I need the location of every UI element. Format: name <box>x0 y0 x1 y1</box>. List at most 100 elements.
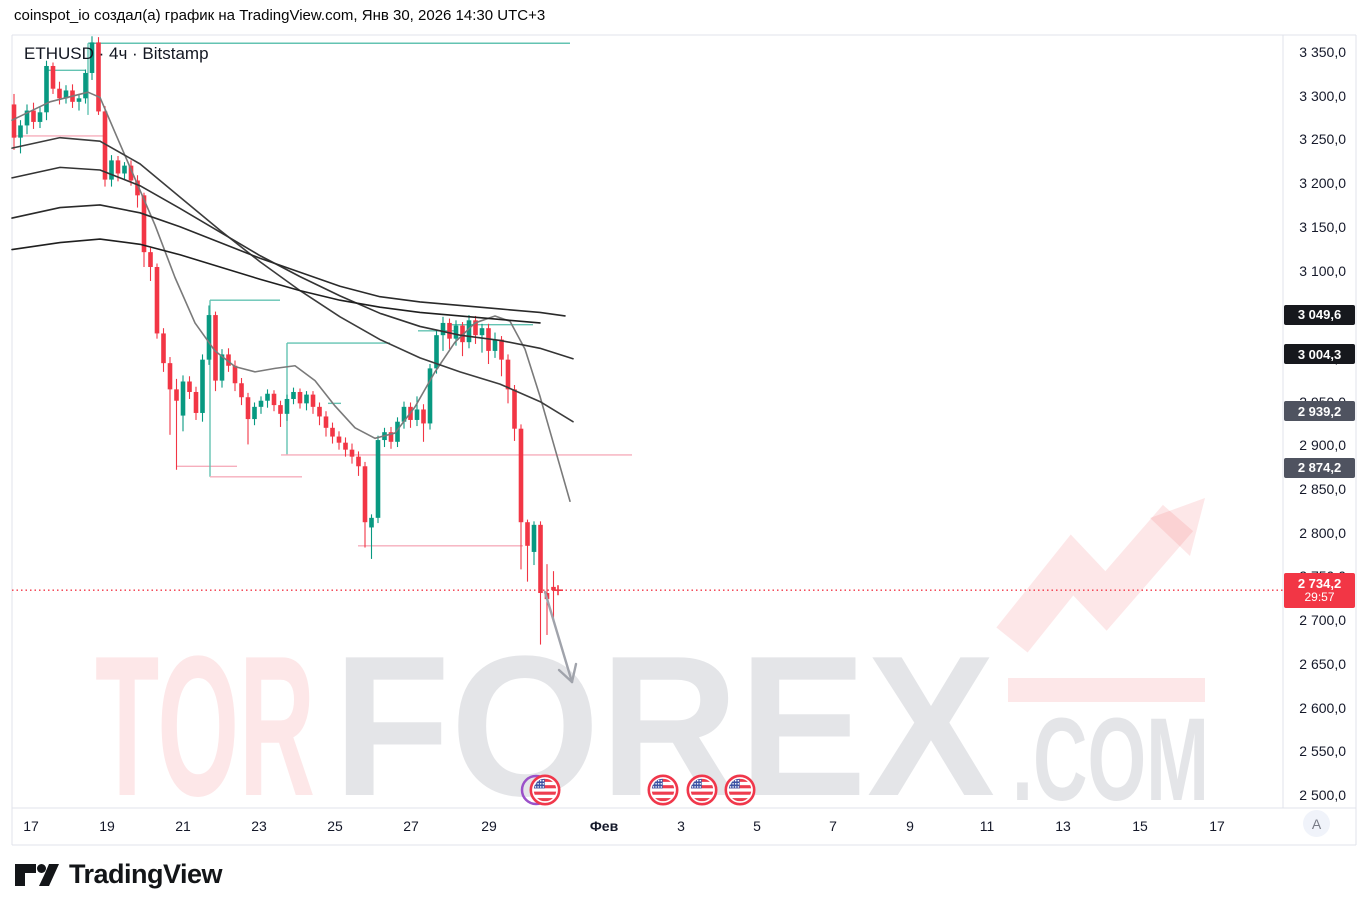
watermark-text-com: .COM <box>1012 694 1209 826</box>
us-flag-icon[interactable] <box>647 774 679 806</box>
candle-down <box>505 359 511 390</box>
arrow-annotation[interactable] <box>543 590 578 684</box>
moving-averages-group <box>11 91 574 503</box>
time-tick-label: 7 <box>829 818 837 834</box>
candle-up <box>284 398 290 414</box>
ma-3-line <box>11 166 574 360</box>
axis-collapse-button[interactable]: A <box>1303 810 1330 837</box>
indicator-price-tag: 2 939,2 <box>1284 401 1355 422</box>
price-tick-label: 2 600,0 <box>1299 699 1346 716</box>
candle-up <box>479 328 485 336</box>
candle-down <box>239 383 244 398</box>
candle-down <box>297 391 303 404</box>
candle-up <box>434 335 439 369</box>
price-tick-label: 2 850,0 <box>1299 481 1346 497</box>
time-tick-label: 9 <box>906 818 914 834</box>
candle-down <box>330 427 335 437</box>
candlesticks-group <box>11 36 556 645</box>
candle-up <box>531 524 537 552</box>
candle-down <box>525 522 530 546</box>
time-tick-label: 29 <box>481 818 497 834</box>
candle-down <box>193 391 199 413</box>
candle-up <box>440 322 446 336</box>
candle-up <box>89 42 95 73</box>
candle-down <box>271 393 277 406</box>
candle-down <box>310 394 316 407</box>
us-flag-icon[interactable] <box>686 774 718 806</box>
time-tick-label: 17 <box>1209 818 1225 834</box>
candle-down <box>135 180 140 196</box>
ma-5-line <box>11 238 541 324</box>
price-tick-label: 3 300,0 <box>1299 87 1346 104</box>
candle-up <box>291 391 296 399</box>
candle-down <box>115 160 121 174</box>
us-flag-icon[interactable] <box>529 774 561 806</box>
candle-down <box>11 104 17 138</box>
candle-up <box>466 320 472 343</box>
candle-up <box>414 409 420 420</box>
candle-up <box>258 400 264 407</box>
candle-up <box>122 165 127 174</box>
candle-up <box>304 394 309 404</box>
candle-down <box>362 466 368 523</box>
indicator-price-tag: 2 874,2 <box>1284 457 1355 478</box>
pane-borders <box>11 34 1357 846</box>
price-tick-label: 2 650,0 <box>1299 655 1346 672</box>
candle-up <box>219 354 225 381</box>
current-price-line <box>12 585 1283 596</box>
candle-up <box>395 421 400 442</box>
bar-countdown: 29:57 <box>1304 590 1335 605</box>
price-tick-label: 2 500,0 <box>1299 786 1346 803</box>
time-tick-label: 21 <box>175 818 191 834</box>
candle-down <box>245 397 251 420</box>
candle-up <box>492 339 498 351</box>
time-tick-label: 25 <box>327 818 343 834</box>
tradingview-logo[interactable]: TradingView <box>14 859 223 890</box>
watermark-text-tor: TOR <box>95 615 315 838</box>
candle-up <box>18 125 23 138</box>
event-flags-group[interactable] <box>520 774 756 806</box>
candle-down <box>336 436 342 443</box>
indicator-price-tag: 3 049,6 <box>1284 304 1355 325</box>
time-tick-label: 15 <box>1132 818 1148 834</box>
candle-down <box>421 409 426 424</box>
candle-down <box>232 365 238 384</box>
price-tick-label: 2 900,0 <box>1299 437 1346 454</box>
time-tick-label: 19 <box>99 818 115 834</box>
price-tick-label: 3 100,0 <box>1299 262 1346 279</box>
candle-down <box>551 586 556 591</box>
candle-up <box>44 65 49 113</box>
time-tick-label: 17 <box>23 818 39 834</box>
price-tick-label: 3 150,0 <box>1299 218 1346 235</box>
candle-down <box>447 322 452 339</box>
time-tick-label: 27 <box>403 818 419 834</box>
ma-fast-line <box>11 91 571 503</box>
candle-down <box>102 111 108 180</box>
price-tick-label: 2 550,0 <box>1299 743 1346 760</box>
drawn-levels-group[interactable] <box>12 42 632 547</box>
candle-up <box>427 368 433 424</box>
candle-down <box>538 524 543 594</box>
candle-down <box>512 389 517 429</box>
candle-up <box>180 381 186 416</box>
ma-4-line <box>11 204 566 317</box>
candle-up <box>453 325 459 339</box>
price-tick-label: 3 350,0 <box>1299 44 1346 60</box>
candle-up <box>265 393 270 401</box>
candle-down <box>323 416 329 428</box>
candle-down <box>50 65 56 89</box>
tradingview-logo-icon <box>15 863 59 886</box>
candle-up <box>200 359 205 413</box>
candle-down <box>31 110 36 122</box>
candle-down <box>154 267 160 334</box>
attribution-text: coinspot_io создал(а) график на TradingV… <box>14 7 546 24</box>
us-flag-icon[interactable] <box>724 774 756 806</box>
candle-up <box>83 72 88 99</box>
candle-down <box>343 442 348 450</box>
price-tick-label: 2 700,0 <box>1299 612 1346 629</box>
time-tick-label: 23 <box>251 818 267 834</box>
candle-down <box>141 195 147 253</box>
candle-down <box>213 315 218 381</box>
